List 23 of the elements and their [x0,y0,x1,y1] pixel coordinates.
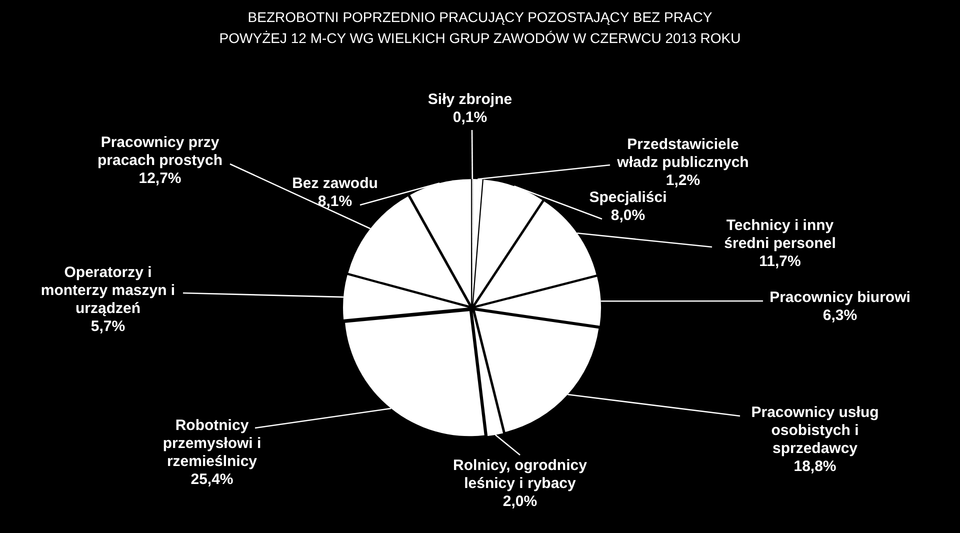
slice-label: Bez zawodu [292,175,378,192]
data-label: 18,8% [794,458,836,475]
data-label: 12,7% [138,170,182,187]
chart-title: BEZROBOTNI POPRZEDNIO PRACUJĄCY POZOSTAJĄCY BEZ PRACY POWYŻEJ 12 M-CY WG WIELKICH GRUP ZAWODÓW W CZERWCU 2013 ROKU [219,9,741,46]
data-label: 8,0% [610,207,646,224]
data-label: 25,4% [190,471,234,488]
slice-label: Pracownicy biurowi [770,289,910,306]
slice-label: Siły zbrojne [428,91,512,108]
data-label: 6,3% [822,307,858,324]
slice-label: Technicy i inny średni personel [724,217,836,252]
slice-label: Specjaliści [589,189,667,206]
slice-label: Pracownicy przy pracach prostych [97,134,223,169]
data-label: 1,2% [666,172,700,189]
data-label: 11,7% [759,253,801,270]
data-label: 2,0% [502,493,538,510]
slice-label: Robotnicy przemysłowi i rzemieślnicy [162,417,262,470]
data-label: 0,1% [452,109,488,126]
data-label: 5,7% [90,318,126,335]
slice-label: Przedstawiciele władz publicznych [616,136,749,171]
slice-label: Rolnicy, ogrodnicy leśnicy i rybacy [453,457,588,492]
data-label: 8,1% [318,193,352,210]
slice-label: Pracownicy usług osobistych i sprzedawcy [751,404,879,457]
slice-label: Operatorzy i monterzy maszyn i urządzeń [40,264,176,317]
